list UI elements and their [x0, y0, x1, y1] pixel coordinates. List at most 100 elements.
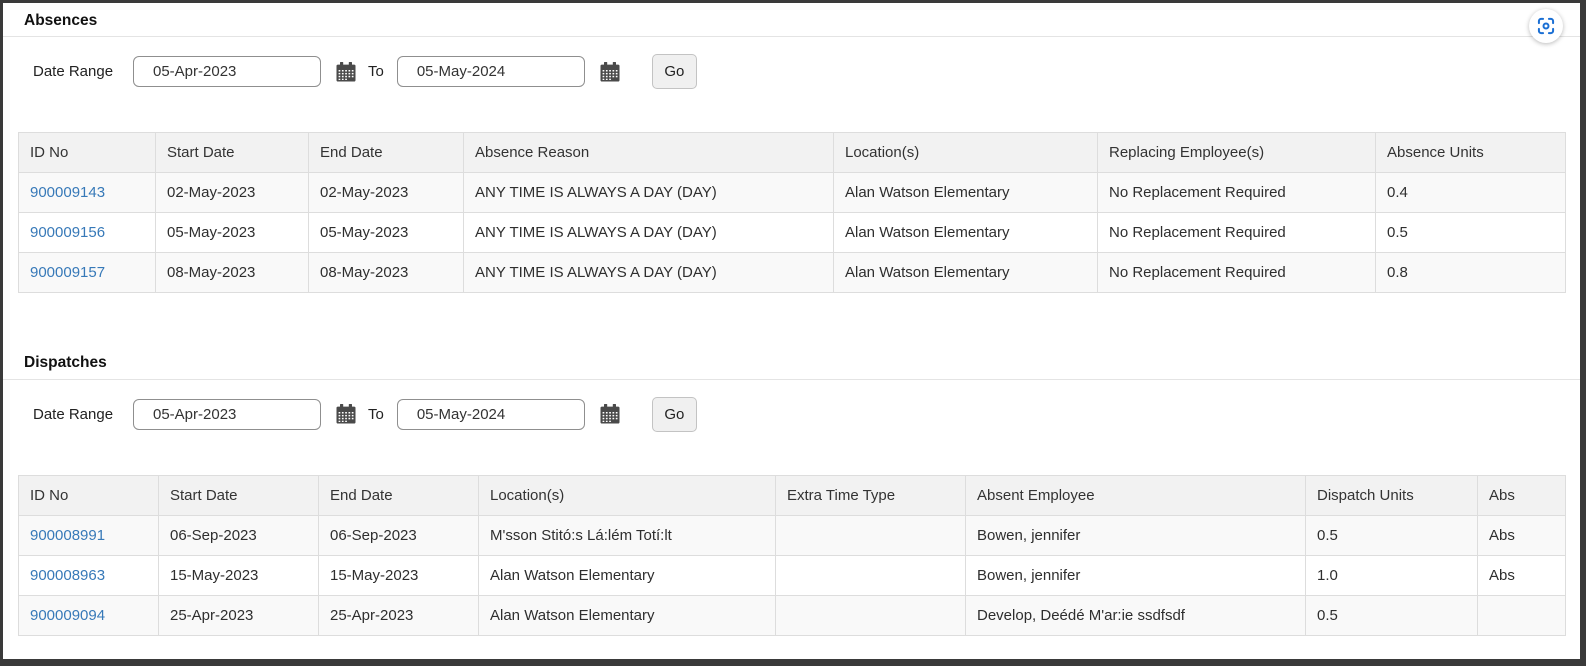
- scan-frame-icon: [1536, 16, 1556, 36]
- cell-id: 900009157: [18, 252, 156, 294]
- cell-extra-time-type: [775, 594, 966, 636]
- column-header-id-no: ID No: [18, 474, 159, 516]
- cell-replacing: No Replacement Required: [1097, 212, 1376, 254]
- date-range-label: Date Range: [33, 63, 114, 81]
- cell-extra-time-type: [775, 514, 966, 556]
- dispatch-id-link[interactable]: 900009094: [30, 606, 106, 624]
- column-header-replacing-employees: Replacing Employee(s): [1097, 132, 1376, 174]
- column-header-end-date: End Date: [318, 474, 479, 516]
- cell-absence-reason: ANY TIME IS ALWAYS A DAY (DAY): [463, 172, 834, 214]
- calendar-icon[interactable]: [335, 61, 357, 83]
- table-row: 900009094 25-Apr-2023 25-Apr-2023 Alan W…: [18, 594, 1566, 636]
- cell-extra-time-type: [775, 554, 966, 596]
- column-header-abs: Abs: [1477, 474, 1566, 516]
- cell-start-date: 15-May-2023: [158, 554, 319, 596]
- column-header-end-date: End Date: [308, 132, 464, 174]
- dispatches-table: ID No Start Date End Date Location(s) Ex…: [18, 474, 1566, 636]
- cell-end-date: 05-May-2023: [308, 212, 464, 254]
- cell-end-date: 02-May-2023: [308, 172, 464, 214]
- dispatches-go-button[interactable]: Go: [651, 396, 697, 432]
- dispatches-to-date-input[interactable]: [396, 398, 585, 430]
- column-header-dispatch-units: Dispatch Units: [1305, 474, 1478, 516]
- cell-absent-employee: Develop, Deédé M'ar:ie ssdfsdf: [965, 594, 1306, 636]
- cell-id: 900009143: [18, 172, 156, 214]
- absences-section: Absences Date Range To: [3, 3, 1580, 294]
- dispatches-section: Dispatches Date Range To: [3, 353, 1580, 636]
- absences-date-filter: Date Range To: [33, 54, 1580, 90]
- cell-dispatch-units: 0.5: [1305, 594, 1478, 636]
- cell-abs: [1477, 594, 1566, 636]
- table-row: 900009143 02-May-2023 02-May-2023 ANY TI…: [18, 172, 1566, 214]
- cell-dispatch-units: 1.0: [1305, 554, 1478, 596]
- cell-end-date: 25-Apr-2023: [318, 594, 479, 636]
- dispatches-date-filter: Date Range To: [33, 396, 1580, 432]
- dispatch-id-link[interactable]: 900008991: [30, 526, 106, 544]
- absences-from-date-input[interactable]: [133, 56, 321, 88]
- cell-absent-employee: Bowen, jennifer: [965, 554, 1306, 596]
- cell-start-date: 06-Sep-2023: [158, 514, 319, 556]
- column-header-locations: Location(s): [833, 132, 1098, 174]
- table-row: 900008963 15-May-2023 15-May-2023 Alan W…: [18, 554, 1566, 596]
- column-header-absence-reason: Absence Reason: [463, 132, 834, 174]
- column-header-id-no: ID No: [18, 132, 156, 174]
- cell-absent-employee: Bowen, jennifer: [965, 514, 1306, 556]
- column-header-start-date: Start Date: [155, 132, 309, 174]
- cell-end-date: 08-May-2023: [308, 252, 464, 294]
- cell-locations: Alan Watson Elementary: [833, 252, 1098, 294]
- column-header-start-date: Start Date: [158, 474, 319, 516]
- cell-id: 900008963: [18, 554, 159, 596]
- date-range-label: Date Range: [33, 405, 114, 423]
- dispatches-from-date-input[interactable]: [133, 398, 321, 430]
- cell-locations: M'sson Stitó:s Lá:lém Totí:lt: [478, 514, 776, 556]
- calendar-icon[interactable]: [335, 403, 357, 425]
- cell-start-date: 25-Apr-2023: [158, 594, 319, 636]
- cell-replacing: No Replacement Required: [1097, 252, 1376, 294]
- table-row: 900009156 05-May-2023 05-May-2023 ANY TI…: [18, 212, 1566, 254]
- divider: [3, 378, 1580, 380]
- cell-id: 900008991: [18, 514, 159, 556]
- column-header-absent-employee: Absent Employee: [965, 474, 1306, 516]
- dispatches-header-row: ID No Start Date End Date Location(s) Ex…: [18, 474, 1566, 516]
- cell-absence-units: 0.4: [1375, 172, 1566, 214]
- column-header-extra-time-type: Extra Time Type: [775, 474, 966, 516]
- cell-dispatch-units: 0.5: [1305, 514, 1478, 556]
- column-header-absence-units: Absence Units: [1375, 132, 1566, 174]
- divider: [3, 36, 1580, 38]
- calendar-icon[interactable]: [599, 403, 621, 425]
- cell-id: 900009094: [18, 594, 159, 636]
- absences-to-date-input[interactable]: [396, 56, 585, 88]
- cell-absence-units: 0.5: [1375, 212, 1566, 254]
- absence-id-link[interactable]: 900009143: [30, 184, 106, 202]
- to-label: To: [368, 63, 384, 81]
- cell-end-date: 15-May-2023: [318, 554, 479, 596]
- cell-absence-reason: ANY TIME IS ALWAYS A DAY (DAY): [463, 212, 834, 254]
- cell-abs: Abs: [1477, 554, 1566, 596]
- table-row: 900008991 06-Sep-2023 06-Sep-2023 M'sson…: [18, 514, 1566, 556]
- column-header-locations: Location(s): [478, 474, 776, 516]
- capture-button[interactable]: [1529, 9, 1563, 43]
- cell-end-date: 06-Sep-2023: [318, 514, 479, 556]
- cell-abs: Abs: [1477, 514, 1566, 556]
- absences-title: Absences: [24, 12, 98, 29]
- cell-locations: Alan Watson Elementary: [833, 172, 1098, 214]
- cell-absence-reason: ANY TIME IS ALWAYS A DAY (DAY): [463, 252, 834, 294]
- to-label: To: [368, 405, 384, 423]
- table-row: 900009157 08-May-2023 08-May-2023 ANY TI…: [18, 252, 1566, 294]
- absences-table: ID No Start Date End Date Absence Reason…: [18, 132, 1566, 294]
- dispatches-title: Dispatches: [24, 354, 107, 372]
- cell-replacing: No Replacement Required: [1097, 172, 1376, 214]
- calendar-icon[interactable]: [599, 61, 621, 83]
- cell-absence-units: 0.8: [1375, 252, 1566, 294]
- absences-go-button[interactable]: Go: [651, 54, 697, 90]
- cell-start-date: 05-May-2023: [155, 212, 309, 254]
- cell-id: 900009156: [18, 212, 156, 254]
- cell-locations: Alan Watson Elementary: [478, 594, 776, 636]
- cell-locations: Alan Watson Elementary: [833, 212, 1098, 254]
- dispatch-id-link[interactable]: 900008963: [30, 566, 106, 584]
- cell-locations: Alan Watson Elementary: [478, 554, 776, 596]
- absence-id-link[interactable]: 900009157: [30, 264, 106, 282]
- cell-start-date: 08-May-2023: [155, 252, 309, 294]
- absence-id-link[interactable]: 900009156: [30, 224, 106, 242]
- absences-header-row: ID No Start Date End Date Absence Reason…: [18, 132, 1566, 174]
